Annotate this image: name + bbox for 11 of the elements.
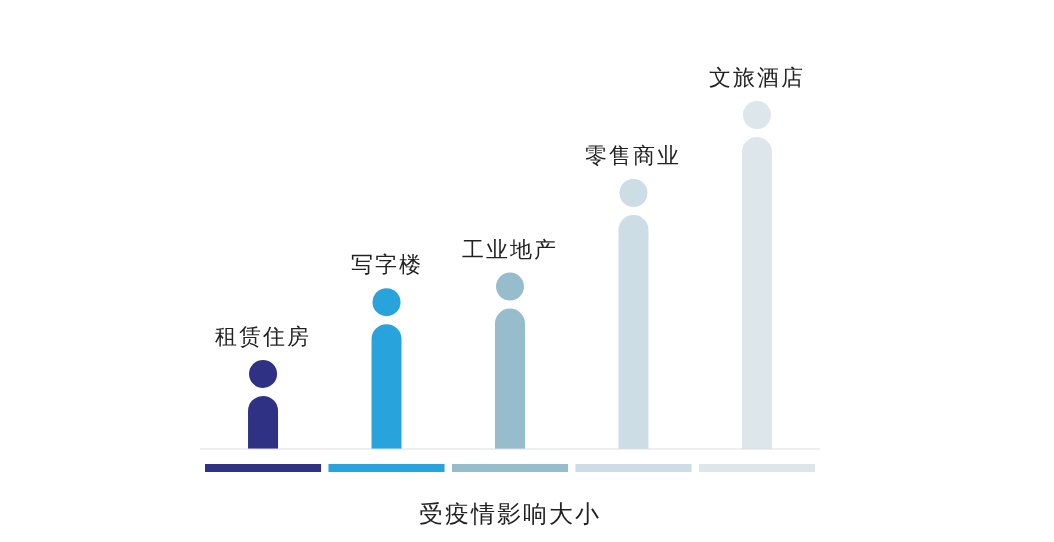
x-tick-label: 工业地产 [462, 236, 558, 262]
x-tick-label: 写字楼 [350, 252, 423, 278]
bar [248, 395, 279, 449]
x-tick-label: 租赁住房 [215, 323, 312, 349]
x-axis-title: 受疫情影响大小 [419, 500, 601, 528]
bar [371, 324, 402, 449]
bar [741, 137, 772, 449]
x-tick-label: 零售商业 [585, 143, 682, 168]
x-tick-label: 文旅酒店 [708, 65, 805, 90]
bar [618, 215, 649, 449]
bar [495, 308, 525, 449]
